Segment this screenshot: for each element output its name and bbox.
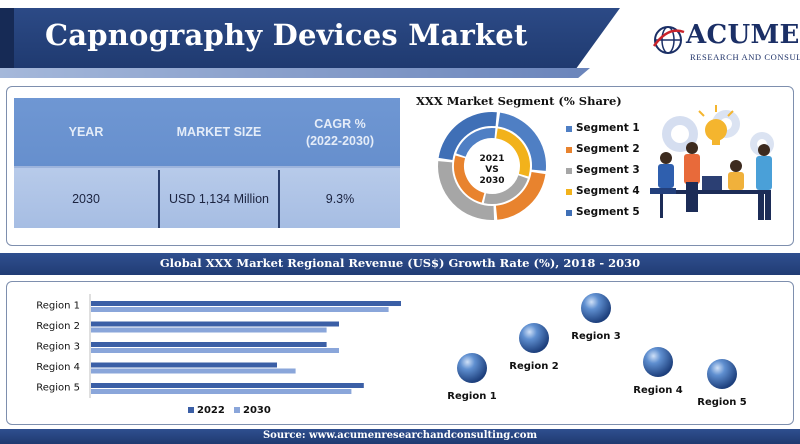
donut-segment <box>438 161 495 220</box>
regional-bar-chart: Region 1 Region 2 Region 3 Region 4 Region 5… <box>36 294 401 416</box>
legend-swatch <box>566 189 572 195</box>
y-tick-label: Region 2 <box>36 321 80 332</box>
region-bubble <box>643 347 673 377</box>
bar-2022 <box>91 383 364 388</box>
header-cagr: CAGR % <box>314 117 366 131</box>
legend-label: 2030 <box>243 405 271 416</box>
globe-icon <box>652 26 685 54</box>
bar-2030 <box>91 348 339 353</box>
legend-label: Segment 3 <box>576 164 640 176</box>
column-divider <box>278 170 280 228</box>
header-year: YEAR <box>68 125 104 139</box>
logo-name: ACUMEN <box>686 20 800 50</box>
legend-swatch <box>566 126 572 132</box>
bar-2022 <box>91 362 277 368</box>
region-bubble <box>707 359 737 389</box>
value-market-size: USD 1,134 Million <box>168 192 270 206</box>
region-bubble <box>581 293 611 323</box>
legend-swatch <box>234 407 240 413</box>
region-bubble <box>519 323 549 353</box>
y-tick-label: Region 5 <box>36 383 80 394</box>
bar-2022 <box>91 301 401 306</box>
segment-title: XXX Market Segment (% Share) <box>416 94 622 108</box>
bar-2022 <box>91 342 327 347</box>
y-tick-label: Region 3 <box>36 342 80 353</box>
donut-segment <box>456 128 496 157</box>
bar-2030 <box>91 389 352 394</box>
bar-2030 <box>91 368 296 374</box>
donut-label-2021: 2021 <box>479 154 504 164</box>
legend-label: Segment 1 <box>576 122 640 134</box>
bubble-label: Region 3 <box>571 331 621 342</box>
bar-2030 <box>91 327 327 333</box>
value-year: 2030 <box>72 192 100 206</box>
title-underline <box>0 68 590 78</box>
donut-segment <box>483 175 528 204</box>
header-market-size: MARKET SIZE <box>176 125 262 139</box>
title-banner <box>0 8 620 68</box>
legend-swatch <box>188 407 194 413</box>
acumen-logo: ACUMEN RESEARCH AND CONSULTING <box>650 18 800 66</box>
donut-center <box>465 139 519 193</box>
regional-banner-title: Global XXX Market Regional Revenue (US$)… <box>159 256 641 270</box>
region-bubble <box>457 353 487 383</box>
donut-label-vs: VS <box>485 165 498 175</box>
y-tick-label: Region 4 <box>36 362 80 373</box>
legend-swatch <box>566 168 572 174</box>
header-cagr-period: (2022-2030) <box>305 134 375 148</box>
legend-label: 2022 <box>197 405 225 416</box>
donut-segment <box>497 112 546 171</box>
bubble-label: Region 4 <box>633 385 683 396</box>
legend-swatch <box>566 210 572 216</box>
bubble-label: Region 5 <box>697 397 747 408</box>
legend-label: Segment 2 <box>576 143 640 155</box>
bubble-label: Region 1 <box>447 391 497 402</box>
team-illustration <box>650 105 774 220</box>
logo-subtitle: RESEARCH AND CONSULTING <box>690 52 800 62</box>
footer-bar <box>0 429 800 444</box>
bar-2022 <box>91 321 339 327</box>
source-text: Source: www.acumenresearchandconsulting.… <box>262 430 538 441</box>
legend-label: Segment 5 <box>576 206 640 218</box>
y-tick-label: Region 1 <box>36 301 80 312</box>
page-title: Capnography Devices Market <box>45 18 528 52</box>
stats-table-row <box>14 166 400 228</box>
regional-bubble-chart: Region 1 Region 2 Region 3 Region 4 Region 5 <box>447 293 747 408</box>
donut-segment <box>454 155 485 203</box>
regional-banner <box>0 253 800 275</box>
donut-segment <box>495 171 546 220</box>
bubble-label: Region 2 <box>509 361 559 372</box>
legend-label: Segment 4 <box>576 185 640 197</box>
value-cagr: 9.3% <box>325 192 355 206</box>
title-accent <box>0 8 14 68</box>
stats-divider <box>14 166 400 168</box>
column-divider <box>158 170 160 228</box>
donut-segment <box>438 112 497 161</box>
donut-label-2030: 2030 <box>479 176 504 186</box>
bar-2030 <box>91 307 389 312</box>
segment-donut-chart: 2021 VS 2030 <box>438 112 546 220</box>
legend-swatch <box>566 147 572 153</box>
donut-segment <box>495 128 530 177</box>
